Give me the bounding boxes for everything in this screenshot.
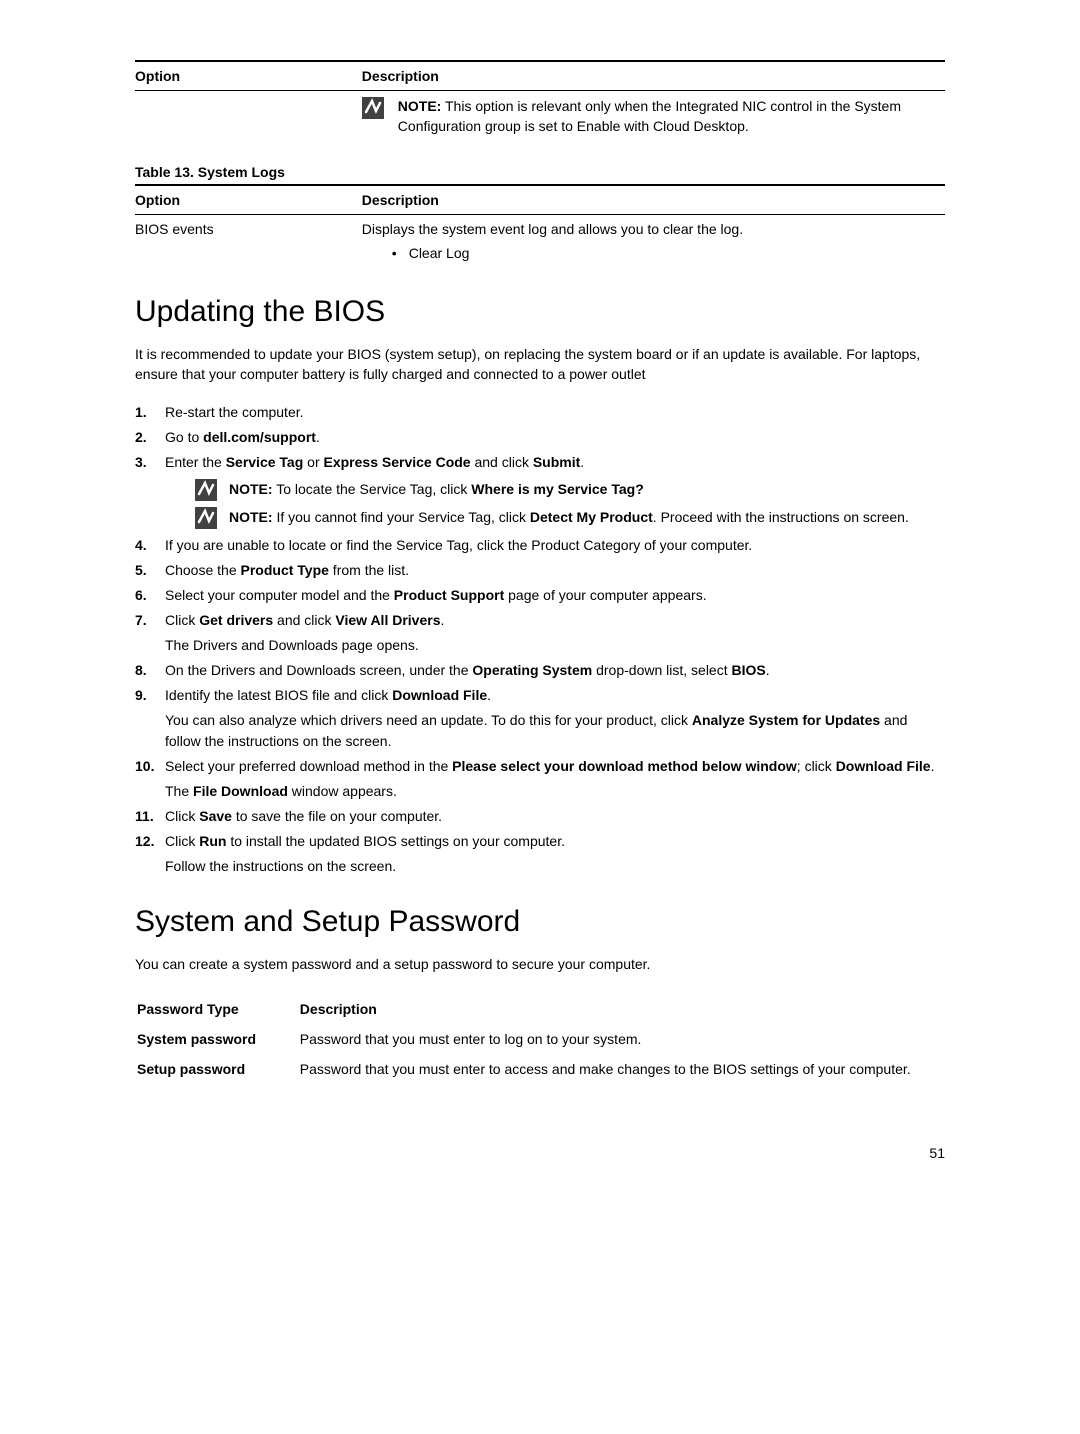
password-definition-table: Password Type Description System passwor…: [135, 993, 945, 1085]
table-row: System password Password that you must e…: [137, 1025, 943, 1053]
list-item: If you are unable to locate or find the …: [135, 535, 945, 556]
list-item: Click Save to save the file on your comp…: [135, 806, 945, 827]
table-header-option: Option: [135, 185, 362, 215]
section-heading-updating-bios: Updating the BIOS: [135, 295, 945, 329]
section-heading-system-setup-password: System and Setup Password: [135, 905, 945, 939]
table-header-option: Option: [135, 61, 362, 91]
section-intro: You can create a system password and a s…: [135, 955, 945, 975]
table-caption: Table 13. System Logs: [135, 164, 945, 180]
section-intro: It is recommended to update your BIOS (s…: [135, 345, 945, 384]
table-header-row: Option Description: [135, 185, 945, 215]
note-block: NOTE: To locate the Service Tag, click W…: [195, 479, 945, 501]
list-item: Identify the latest BIOS file and click …: [135, 685, 945, 752]
header-password-type: Password Type: [137, 995, 298, 1023]
table-row: NOTE: This option is relevant only when …: [135, 91, 945, 143]
note-block: NOTE: If you cannot find your Service Ta…: [195, 507, 945, 529]
note-block: NOTE: This option is relevant only when …: [362, 97, 945, 136]
list-item: Select your preferred download method in…: [135, 756, 945, 802]
table-row: BIOS events Displays the system event lo…: [135, 215, 945, 268]
table-header-row: Password Type Description: [137, 995, 943, 1023]
note-icon: [195, 479, 217, 501]
note-icon: [195, 507, 217, 529]
page-content: Option Description NOT: [0, 0, 1080, 1201]
list-item: Select your computer model and the Produ…: [135, 585, 945, 606]
list-item: Re-start the computer.: [135, 402, 945, 423]
system-logs-table: Option Description BIOS events Displays …: [135, 184, 945, 267]
page-number: 51: [135, 1145, 945, 1161]
note-body: This option is relevant only when the In…: [398, 98, 901, 134]
note-text: NOTE: This option is relevant only when …: [398, 97, 945, 136]
table-header-description: Description: [362, 185, 945, 215]
list-item: Choose the Product Type from the list.: [135, 560, 945, 581]
label-setup-password: Setup password: [137, 1055, 298, 1083]
header-description: Description: [300, 1001, 377, 1017]
note-icon: [362, 97, 384, 119]
note-prefix: NOTE:: [398, 98, 442, 114]
list-item: Click Get drivers and click View All Dri…: [135, 610, 945, 656]
table-cell-description: Displays the system event log and allows…: [362, 221, 945, 237]
table-header-row: Option Description: [135, 61, 945, 91]
option-description-table-1: Option Description NOT: [135, 60, 945, 142]
steps-list: Re-start the computer. Go to dell.com/su…: [135, 402, 945, 877]
list-item: Click Run to install the updated BIOS se…: [135, 831, 945, 877]
desc-system-password: Password that you must enter to log on t…: [300, 1025, 943, 1053]
table-header-description: Description: [362, 61, 945, 91]
label-system-password: System password: [137, 1025, 298, 1053]
desc-setup-password: Password that you must enter to access a…: [300, 1055, 943, 1083]
bullet-item: Clear Log: [392, 245, 945, 261]
table-cell-option: BIOS events: [135, 215, 362, 268]
list-item: On the Drivers and Downloads screen, und…: [135, 660, 945, 681]
table-row: Setup password Password that you must en…: [137, 1055, 943, 1083]
list-item: Enter the Service Tag or Express Service…: [135, 452, 945, 529]
list-item: Go to dell.com/support.: [135, 427, 945, 448]
